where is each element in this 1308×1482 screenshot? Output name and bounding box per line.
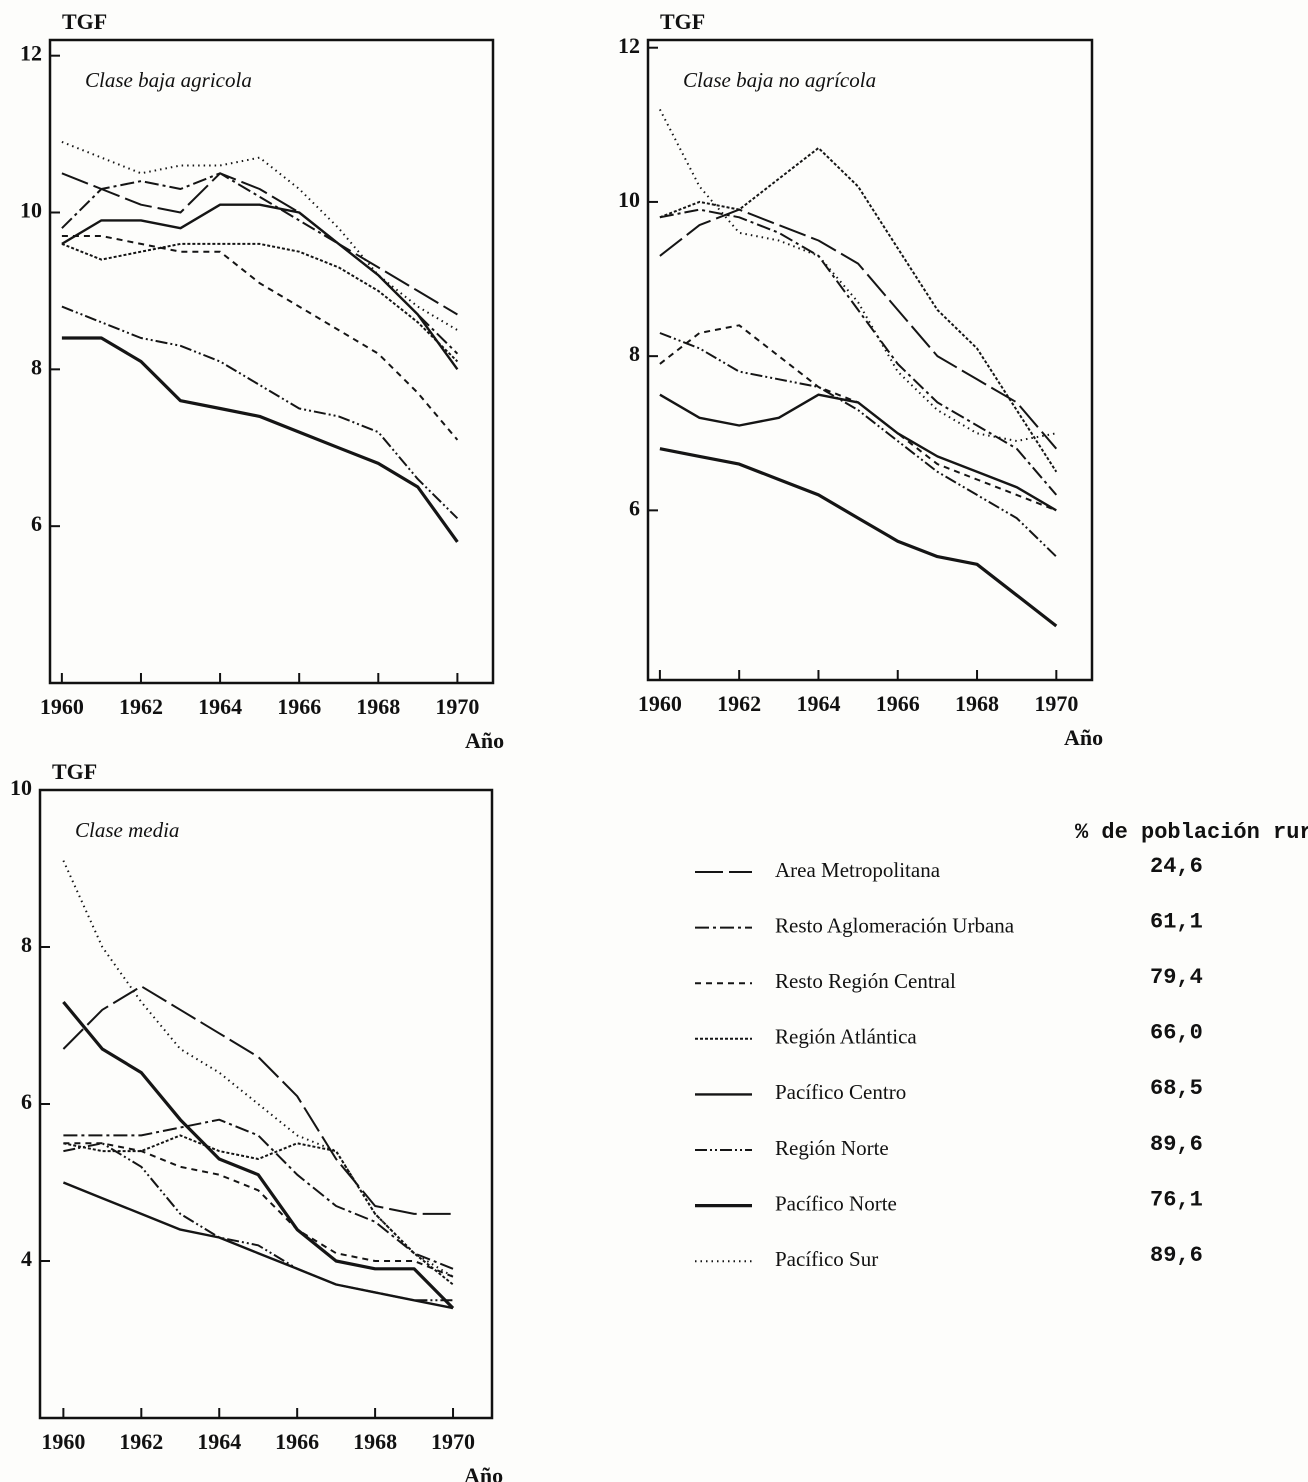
series-line <box>62 1181 454 1310</box>
y-tick-label: 8 <box>21 932 32 957</box>
legend-value: 66,0 <box>1150 1021 1203 1046</box>
legend-label: Región Norte <box>775 1136 889 1160</box>
legend-label: Pacífico Norte <box>775 1191 897 1215</box>
legend-label: Area Metropolitana <box>775 858 941 882</box>
y-tick-label: 4 <box>21 1246 32 1271</box>
chart-title: Clase baja agricola <box>85 68 252 92</box>
series-line <box>659 393 1057 512</box>
y-tick-label: 10 <box>10 775 32 800</box>
y-tick-label: 12 <box>20 41 42 66</box>
legend-value: 89,6 <box>1150 1132 1203 1157</box>
legend-label: Resto Aglomeración Urbana <box>775 913 1015 937</box>
x-tick-label: 1964 <box>197 1429 241 1454</box>
series-line <box>63 1134 454 1286</box>
legend-title: % de población rural <box>1075 820 1308 845</box>
series-line <box>61 305 459 520</box>
series-line <box>659 324 1057 512</box>
legend-label: Región Atlántica <box>775 1025 917 1049</box>
x-tick-label: 1962 <box>119 694 163 719</box>
legend-value: 79,4 <box>1150 965 1203 990</box>
legend-value: 24,6 <box>1150 854 1203 879</box>
x-tick-label: 1970 <box>435 694 479 719</box>
x-tick-label: 1966 <box>876 691 920 716</box>
chart-title: Clase baja no agrícola <box>683 68 876 92</box>
y-axis-label: TGF <box>660 9 705 34</box>
series-line <box>63 1118 454 1270</box>
y-tick-label: 10 <box>618 187 640 212</box>
y-tick-label: 8 <box>31 354 42 379</box>
plot-frame <box>48 38 495 685</box>
x-tick-label: 1968 <box>356 694 400 719</box>
x-tick-label: 1966 <box>277 694 321 719</box>
series-line <box>659 208 1058 450</box>
x-tick-label: 1968 <box>955 691 999 716</box>
y-tick-label: 6 <box>21 1089 32 1114</box>
y-tick-label: 10 <box>20 198 42 223</box>
x-tick-label: 1960 <box>638 691 682 716</box>
y-axis-label: TGF <box>62 9 107 34</box>
series-line <box>63 1142 454 1278</box>
x-axis-label: Año <box>1064 725 1103 750</box>
series-line <box>62 1000 455 1310</box>
legend-label: Resto Región Central <box>775 969 956 993</box>
x-tick-label: 1960 <box>40 694 84 719</box>
legend-label: Pacífico Centro <box>775 1080 906 1104</box>
legend-value: 76,1 <box>1150 1187 1203 1212</box>
series-line <box>61 242 459 363</box>
x-axis-label: Año <box>464 1463 503 1482</box>
y-tick-label: 8 <box>629 341 640 366</box>
x-tick-label: 1964 <box>198 694 242 719</box>
y-tick-label: 6 <box>629 495 640 520</box>
series-line <box>659 208 1058 496</box>
plot-frame <box>38 788 494 1420</box>
legend-value: 68,5 <box>1150 1076 1203 1101</box>
series-line <box>659 447 1058 628</box>
x-tick-label: 1970 <box>431 1429 475 1454</box>
series-line <box>659 108 1057 442</box>
chart-title: Clase media <box>75 818 179 842</box>
series-line <box>62 860 454 1278</box>
series-line <box>61 336 459 543</box>
series-line <box>61 140 458 331</box>
x-tick-label: 1968 <box>353 1429 397 1454</box>
series-line <box>61 203 459 371</box>
legend-value: 89,6 <box>1150 1243 1203 1268</box>
plot-frame <box>646 38 1094 682</box>
x-tick-label: 1962 <box>119 1429 163 1454</box>
x-tick-label: 1966 <box>275 1429 319 1454</box>
series-line <box>61 172 459 355</box>
y-axis-label: TGF <box>52 759 97 784</box>
legend-label: Pacífico Sur <box>775 1247 878 1271</box>
x-axis-label: Año <box>465 728 504 753</box>
series-line <box>659 332 1057 558</box>
y-tick-label: 12 <box>618 33 640 58</box>
series-line <box>61 235 459 441</box>
x-tick-label: 1960 <box>41 1429 85 1454</box>
x-tick-label: 1970 <box>1034 691 1078 716</box>
series-line <box>61 172 458 316</box>
x-tick-label: 1962 <box>717 691 761 716</box>
y-tick-label: 6 <box>31 511 42 536</box>
legend-value: 61,1 <box>1150 909 1203 934</box>
x-tick-label: 1964 <box>796 691 840 716</box>
series-line <box>63 1142 453 1302</box>
series-line <box>62 985 453 1215</box>
